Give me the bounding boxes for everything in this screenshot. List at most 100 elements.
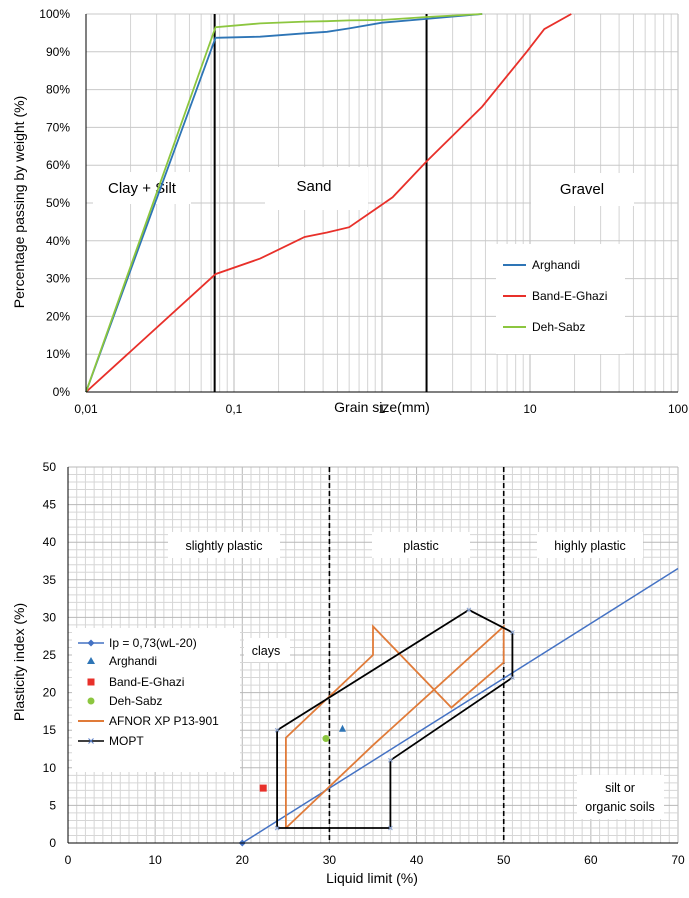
silt-label-line1: silt or xyxy=(605,781,635,795)
grain-size-y-tick-label: 70% xyxy=(46,120,70,134)
grain-size-x-tick-label: 1 xyxy=(379,402,386,416)
grain-size-y-tick-labels: 0% 10% 20% 30% 40% 50% 60% 70% 80% 90% 100% xyxy=(39,7,70,399)
series-point-mopt xyxy=(388,757,393,763)
plasticity-x-tick-labels: 0 10 20 30 40 50 60 70 xyxy=(65,853,685,867)
grain-size-x-tick-label: 0,1 xyxy=(226,402,243,416)
grain-size-y-tick-label: 20% xyxy=(46,309,70,323)
sand-label-box xyxy=(265,167,368,210)
series-line-afnor xyxy=(284,624,505,829)
plasticity-y-tick-label: 10 xyxy=(43,761,57,775)
plasticity-y-tick-label: 20 xyxy=(43,686,57,700)
grain-size-x-label: Grain size(mm) xyxy=(334,399,430,415)
plasticity-y-tick-label: 25 xyxy=(43,648,57,662)
series-line-band-e-ghazi xyxy=(85,13,572,393)
grain-size-series xyxy=(85,13,572,393)
legend-band-e-ghazi-marker xyxy=(87,678,95,686)
slightly-plastic-label-box xyxy=(168,532,280,558)
plasticity-y-tick-label: 40 xyxy=(43,535,57,549)
grain-size-y-tick-label: 100% xyxy=(39,7,70,21)
plasticity-y-label: Plasticity index (%) xyxy=(11,603,27,721)
legend-arghandi-marker xyxy=(87,657,95,664)
legend-mopt-label: MOPT xyxy=(109,734,144,748)
grain-size-legend-box xyxy=(496,244,625,354)
plasticity-y-tick-label: 15 xyxy=(43,723,57,737)
plasticity-x-tick-label: 0 xyxy=(65,853,72,867)
plasticity-y-tick-label: 0 xyxy=(49,836,56,850)
silt-label-box xyxy=(577,775,664,819)
plasticity-y-tick-label: 50 xyxy=(43,460,57,474)
plastic-label-box xyxy=(372,532,470,558)
plasticity-y-tick-label: 5 xyxy=(49,798,56,812)
highly-plastic-label-box xyxy=(537,532,643,558)
plasticity-x-tick-label: 50 xyxy=(497,853,511,867)
grain-size-region-dividers xyxy=(213,14,428,392)
grain-size-chart: Clay + Silt Sand Gravel 0,01 0,1 1 10 100 0%… xyxy=(11,7,688,416)
plasticity-series xyxy=(238,567,679,847)
grain-size-y-tick-label: 40% xyxy=(46,234,70,248)
clays-label: clays xyxy=(252,644,280,658)
series-point-mopt xyxy=(388,825,393,831)
series-line-mopt xyxy=(276,608,514,829)
clay-silt-label: Clay + Silt xyxy=(108,180,177,197)
plasticity-y-tick-labels: 0 5 10 15 20 25 30 35 40 45 50 xyxy=(43,460,57,850)
grain-size-y-tick-label: 60% xyxy=(46,158,70,172)
grain-size-x-tick-label: 0,01 xyxy=(74,402,98,416)
plasticity-chart: slightly plastic plastic highly plastic … xyxy=(11,460,685,886)
plasticity-y-tick-label: 35 xyxy=(43,573,57,587)
series-line-arghandi xyxy=(85,13,483,393)
series-point-band-e-ghazi xyxy=(259,784,267,792)
grain-size-y-tick-label: 50% xyxy=(46,196,70,210)
legend-ip-marker xyxy=(87,639,95,647)
plasticity-x-tick-label: 10 xyxy=(148,853,162,867)
plasticity-region-labels: slightly plastic plastic highly plastic … xyxy=(168,532,664,819)
legend-afnor-label: AFNOR XP P13-901 xyxy=(109,714,219,728)
legend-mopt-marker xyxy=(88,738,94,744)
slightly-plastic-label: slightly plastic xyxy=(185,539,262,553)
grain-size-y-label: Percentage passing by weight (%) xyxy=(11,96,27,308)
plasticity-legend-box xyxy=(72,628,240,772)
grain-size-x-tick-label: 10 xyxy=(523,402,537,416)
plasticity-axes xyxy=(67,467,678,844)
gravel-label-box xyxy=(531,173,634,206)
silt-label-line2: organic soils xyxy=(585,800,654,814)
grain-size-y-tick-label: 80% xyxy=(46,83,70,97)
plasticity-x-tick-label: 30 xyxy=(323,853,337,867)
legend-arghandi-label: Arghandi xyxy=(532,258,580,272)
plasticity-x-tick-label: 20 xyxy=(236,853,250,867)
grain-size-y-tick-label: 0% xyxy=(53,385,71,399)
grain-size-x-tick-labels: 0,01 0,1 1 10 100 xyxy=(74,402,688,416)
legend-deh-sabz-marker xyxy=(87,697,95,705)
plasticity-y-tick-label: 30 xyxy=(43,610,57,624)
plasticity-legend: Ip = 0,73(wL-20) Arghandi Band-E-Ghazi D… xyxy=(72,628,240,772)
grain-size-y-tick-label: 90% xyxy=(46,45,70,59)
grain-size-region-labels: Clay + Silt Sand Gravel xyxy=(93,167,634,210)
grain-size-x-tick-label: 100 xyxy=(668,402,688,416)
legend-arghandi-label-2: Arghandi xyxy=(109,654,157,668)
grain-size-legend: Arghandi Band-E-Ghazi Deh-Sabz xyxy=(496,244,625,354)
series-point-mopt xyxy=(466,607,472,613)
clays-label-box xyxy=(244,638,290,662)
highly-plastic-label: highly plastic xyxy=(554,539,626,553)
series-point-mopt xyxy=(510,675,515,680)
plasticity-x-tick-label: 60 xyxy=(584,853,598,867)
sand-label: Sand xyxy=(296,178,331,195)
legend-band-e-ghazi-label: Band-E-Ghazi xyxy=(532,289,607,303)
series-point-mopt xyxy=(274,727,280,733)
plasticity-x-label: Liquid limit (%) xyxy=(326,870,418,886)
series-line-deh-sabz xyxy=(85,13,483,393)
legend-deh-sabz-label: Deh-Sabz xyxy=(532,320,585,334)
plasticity-x-tick-label: 70 xyxy=(671,853,685,867)
series-point-mopt xyxy=(274,825,280,831)
grain-size-axes xyxy=(85,14,678,393)
gravel-label: Gravel xyxy=(560,181,604,198)
legend-band-e-ghazi-label-2: Band-E-Ghazi xyxy=(109,675,184,689)
grain-size-y-tick-label: 10% xyxy=(46,347,70,361)
plasticity-x-tick-label: 40 xyxy=(410,853,424,867)
legend-ip-label: Ip = 0,73(wL-20) xyxy=(109,636,197,650)
series-point-deh-sabz xyxy=(322,734,330,742)
plasticity-y-tick-label: 45 xyxy=(43,498,57,512)
grain-size-y-tick-label: 30% xyxy=(46,272,70,286)
clay-silt-label-box xyxy=(93,172,191,204)
series-point-mopt xyxy=(510,630,515,635)
